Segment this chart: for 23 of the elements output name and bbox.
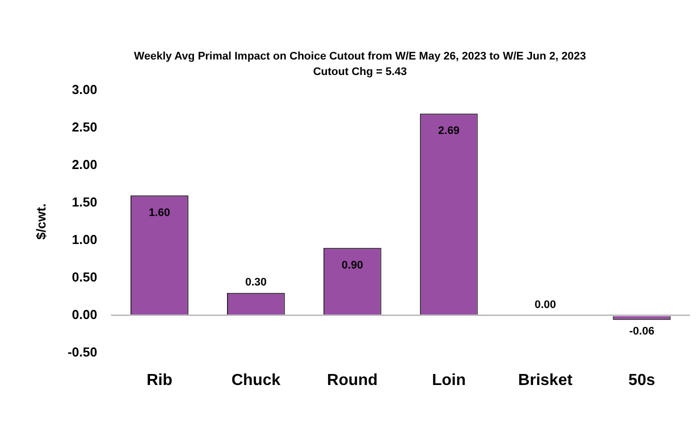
chart-subtitle: Cutout Chg = 5.43 [313,66,407,78]
y-tick-label: 3.00 [72,82,98,97]
x-tick-label: Rib [146,372,173,389]
y-tick-label: 2.00 [72,156,98,172]
data-label: 0.90 [342,259,364,272]
x-tick-label: Chuck [231,372,280,389]
y-tick-label: 0.50 [72,269,98,284]
x-tick-label: Round [327,372,378,389]
data-label: 2.69 [438,125,460,138]
data-label: 0.30 [245,276,267,288]
chart-title: Weekly Avg Primal Impact on Choice Cutout from W/E May 26, 2023 to W/E Jun 2, 2023 [134,50,586,63]
data-label: 0.00 [534,298,556,311]
y-tick-label: 2.50 [72,119,98,134]
x-tick-label: Loin [432,372,466,389]
y-tick-label: 0.00 [72,306,98,322]
y-axis-title: $/cwt. [33,204,48,240]
data-label: -0.06 [629,325,654,338]
y-tick-label: 1.50 [72,194,98,210]
y-tick-label: 1.00 [72,232,98,247]
x-tick-label: 50s [628,372,656,389]
y-tick-label: -0.50 [68,344,98,360]
x-tick-label: Brisket [518,372,574,389]
data-label: 1.60 [148,206,170,219]
